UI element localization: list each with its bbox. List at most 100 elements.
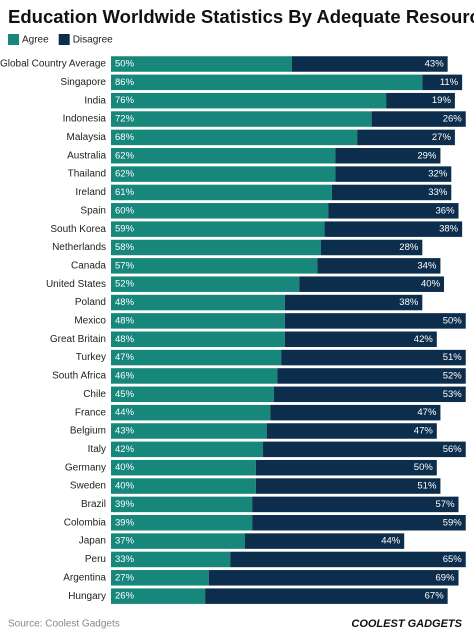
y-tick-label: Thailand — [68, 169, 106, 180]
value-label: 48% — [115, 315, 135, 326]
value-label: 19% — [432, 95, 452, 106]
value-label: 29% — [417, 150, 437, 161]
y-tick-label: United States — [46, 279, 106, 290]
y-tick-label: South Korea — [50, 224, 106, 235]
y-tick-label: Hungary — [68, 591, 106, 602]
y-tick-label: Netherlands — [52, 242, 106, 253]
bar-segment — [324, 221, 463, 237]
y-tick-label: Italy — [88, 444, 106, 455]
bar-segment — [111, 570, 209, 586]
value-label: 52% — [115, 279, 135, 290]
bar-segment — [270, 404, 441, 421]
bar-segment — [205, 588, 448, 604]
y-tick-label: Spain — [80, 205, 106, 216]
value-label: 59% — [115, 224, 135, 235]
y-tick-label: Belgium — [70, 426, 106, 437]
bar-segment — [111, 551, 231, 568]
value-label: 42% — [414, 334, 434, 345]
value-label: 38% — [439, 224, 459, 235]
value-label: 76% — [115, 95, 135, 106]
value-label: 40% — [115, 462, 135, 473]
bar-segment — [111, 496, 253, 513]
value-label: 72% — [115, 114, 135, 125]
bar-segment — [111, 166, 336, 182]
y-tick-label: Argentina — [63, 572, 106, 583]
bar-segment — [111, 331, 285, 347]
bar-segment — [266, 423, 437, 439]
y-tick-label: Peru — [85, 554, 106, 565]
y-tick-label: France — [75, 407, 107, 418]
value-label: 60% — [115, 205, 135, 216]
bar-segment — [284, 313, 466, 329]
y-tick-label: Ireland — [75, 187, 106, 198]
bar-segment — [111, 221, 325, 237]
bar-segment — [273, 386, 466, 403]
value-label: 33% — [428, 187, 448, 198]
value-label: 39% — [115, 517, 135, 528]
value-label: 58% — [115, 242, 135, 253]
bar-segment — [255, 459, 437, 476]
bar-segment — [111, 148, 336, 164]
bar-segment — [331, 184, 452, 201]
value-label: 28% — [399, 242, 419, 253]
bar-segment — [111, 404, 271, 421]
bar-segment — [252, 496, 459, 513]
value-label: 48% — [115, 334, 135, 345]
value-label: 40% — [421, 279, 441, 290]
value-label: 51% — [443, 352, 463, 363]
value-label: 53% — [443, 389, 463, 400]
value-label: 57% — [436, 499, 456, 510]
value-label: 47% — [417, 407, 437, 418]
bar-segment — [111, 533, 245, 549]
value-label: 39% — [115, 499, 135, 510]
value-label: 44% — [381, 536, 401, 547]
bar-segment — [111, 441, 264, 458]
y-tick-label: Singapore — [60, 77, 106, 88]
bar-segment — [208, 570, 459, 586]
legend-label: Agree — [22, 35, 49, 46]
bar-segment — [335, 166, 452, 182]
value-label: 26% — [443, 114, 463, 125]
y-tick-label: Great Britain — [50, 334, 106, 345]
bar-segment — [284, 294, 423, 311]
value-label: 46% — [115, 370, 135, 381]
value-label: 27% — [432, 132, 452, 143]
bar-segment — [320, 239, 423, 256]
value-label: 62% — [115, 150, 135, 161]
bar-segment — [111, 129, 358, 146]
y-tick-label: Mexico — [74, 316, 106, 327]
value-label: 51% — [417, 481, 437, 492]
y-tick-label: Sweden — [70, 481, 106, 492]
y-tick-label: Turkey — [76, 352, 106, 363]
value-label: 61% — [115, 187, 135, 198]
value-label: 48% — [115, 297, 135, 308]
bar-segment — [111, 423, 267, 439]
value-label: 44% — [115, 407, 135, 418]
bar-segment — [111, 515, 253, 531]
value-label: 57% — [115, 260, 135, 271]
value-label: 27% — [115, 572, 135, 583]
bar-segment — [111, 111, 372, 127]
bar-segment — [111, 368, 278, 384]
bar-segment — [244, 533, 405, 549]
bar-segment — [277, 368, 466, 384]
y-tick-label: Poland — [75, 297, 106, 308]
y-tick-label: Australia — [67, 150, 106, 161]
value-label: 50% — [115, 59, 135, 70]
bar-segment — [111, 588, 206, 604]
bar-segment — [111, 56, 292, 72]
y-tick-label: South Africa — [52, 371, 106, 382]
bar-segment — [386, 92, 455, 109]
legend-swatch — [8, 34, 19, 45]
y-tick-label: Brazil — [81, 499, 106, 510]
y-tick-label: Canada — [71, 260, 106, 271]
bar-segment — [335, 148, 441, 164]
value-label: 52% — [443, 370, 463, 381]
bar-segment — [252, 515, 466, 531]
bar-segment — [111, 478, 256, 494]
bar-segment — [111, 258, 318, 274]
source: Source: Coolest Gadgets — [8, 619, 120, 630]
bar-segment — [111, 459, 256, 476]
value-label: 34% — [417, 260, 437, 271]
